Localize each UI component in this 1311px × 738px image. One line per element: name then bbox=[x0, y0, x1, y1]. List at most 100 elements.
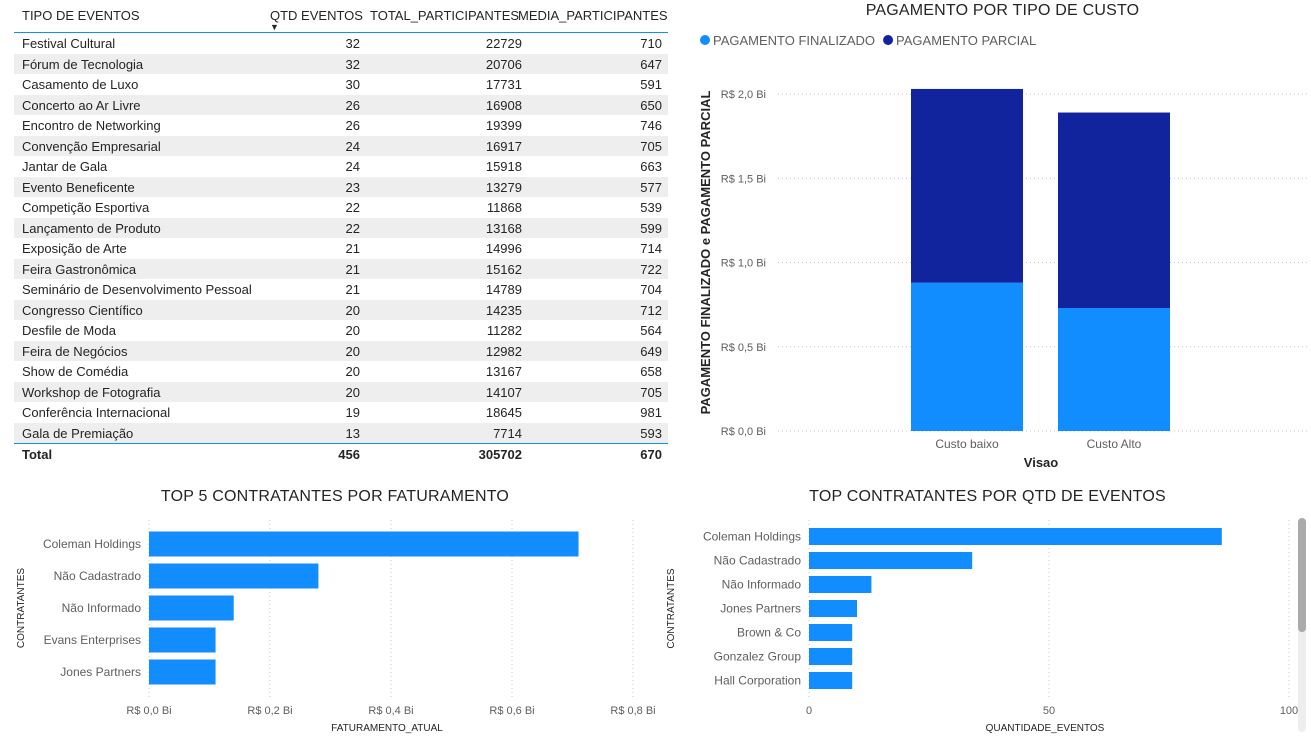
x-tick-label: 50 bbox=[1043, 705, 1055, 717]
bar-3 bbox=[809, 600, 857, 617]
table-row[interactable]: Desfile de Moda 20 11282 564 bbox=[14, 320, 668, 341]
y-tick-label: R$ 1,0 Bi bbox=[721, 258, 766, 270]
cell-tipo-evento: Seminário de Desenvolvimento Pessoal bbox=[22, 282, 252, 297]
bar-segment-1-1 bbox=[1058, 112, 1170, 308]
header-qtd-eventos[interactable]: QTD EVENTOS bbox=[270, 8, 363, 23]
x-tick-label: R$ 0,6 Bi bbox=[489, 705, 534, 717]
bar-6 bbox=[809, 672, 853, 689]
cell-total-participantes: 17731 bbox=[485, 77, 522, 92]
x-axis-title: FATURAMENTO_ATUAL bbox=[331, 723, 443, 734]
table-row[interactable]: Seminário de Desenvolvimento Pessoal 21 14… bbox=[14, 279, 668, 300]
cell-total-participantes: 18645 bbox=[485, 405, 522, 420]
table-row[interactable]: Encontro de Networking 26 19399 746 bbox=[14, 115, 668, 136]
table-row[interactable]: Evento Beneficente 23 13279 577 bbox=[14, 176, 668, 197]
y-tick-label: Jones Partners bbox=[60, 665, 141, 679]
cell-total-participantes: 15162 bbox=[485, 261, 522, 277]
legend-marker-0 bbox=[700, 35, 710, 45]
cell-tipo-evento: Encontro de Networking bbox=[22, 118, 161, 133]
x-tick-label: R$ 0,2 Bi bbox=[247, 705, 292, 717]
sort-descending-icon[interactable]: ▼ bbox=[270, 22, 279, 32]
cell-tipo-evento: Congresso Científico bbox=[22, 302, 143, 318]
bar-3 bbox=[149, 627, 216, 653]
table-row[interactable]: Conferência Internacional 19 18645 981 bbox=[14, 402, 668, 423]
table-row[interactable]: Feira de Negócios 20 12982 649 bbox=[14, 340, 668, 361]
cell-qtd-eventos: 24 bbox=[345, 138, 360, 154]
table-row[interactable]: Festival Cultural 32 22729 710 bbox=[14, 33, 668, 54]
table-row[interactable]: Concerto ao Ar Livre 26 16908 650 bbox=[14, 94, 668, 115]
header-total-participantes[interactable]: TOTAL_PARTICIPANTES bbox=[370, 8, 520, 23]
cell-media-participantes: 599 bbox=[640, 220, 662, 236]
cell-media-participantes: 564 bbox=[640, 323, 662, 338]
table-row[interactable]: Exposição de Arte 21 14996 714 bbox=[14, 238, 668, 259]
scrollbar-track[interactable] bbox=[1298, 518, 1306, 732]
table-row[interactable]: Gala de Premiação 13 7714 593 bbox=[14, 422, 668, 443]
stacked-column-chart: PAGAMENTO FINALIZADO PAGAMENTO PARCIAL R$ … bbox=[698, 33, 1308, 470]
bar-segment-0-1 bbox=[911, 88, 1023, 283]
cell-media-participantes: 539 bbox=[640, 200, 662, 215]
cell-total-participantes: 12982 bbox=[485, 343, 522, 359]
table-row[interactable]: Convenção Empresarial 24 16917 705 bbox=[14, 135, 668, 156]
bar-0 bbox=[809, 528, 1222, 545]
cell-tipo-evento: Lançamento de Produto bbox=[22, 220, 161, 236]
table-row[interactable]: Show de Comédia 20 13167 658 bbox=[14, 361, 668, 382]
cell-tipo-evento: Exposição de Arte bbox=[22, 241, 127, 256]
cell-media-participantes: 710 bbox=[640, 36, 662, 51]
cell-tipo-evento: Jantar de Gala bbox=[22, 159, 108, 174]
cell-qtd-eventos: 26 bbox=[345, 97, 360, 113]
x-tick-label: Custo baixo bbox=[935, 437, 999, 451]
cell-qtd-eventos: 32 bbox=[345, 56, 360, 72]
cell-media-participantes: 649 bbox=[640, 343, 662, 359]
y-tick-label: Não Informado bbox=[722, 578, 802, 592]
cell-media-participantes: 746 bbox=[640, 118, 662, 133]
table-row[interactable]: Competição Esportiva 22 11868 539 bbox=[14, 197, 668, 218]
y-tick-label: R$ 0,0 Bi bbox=[721, 426, 766, 438]
total-media-participantes: 670 bbox=[640, 447, 662, 462]
cell-total-participantes: 13279 bbox=[485, 179, 522, 195]
cell-media-participantes: 647 bbox=[640, 56, 662, 72]
qtd-eventos-bar-chart: 0 50 100 Coleman Holdings Não Cadastrado Não … bbox=[666, 520, 1298, 734]
legend-label-0: PAGAMENTO FINALIZADO bbox=[713, 33, 875, 48]
cell-total-participantes: 19399 bbox=[485, 118, 522, 133]
cell-tipo-evento: Evento Beneficente bbox=[22, 179, 135, 195]
cell-total-participantes: 13168 bbox=[485, 220, 522, 236]
table-row[interactable]: Jantar de Gala 24 15918 663 bbox=[14, 156, 668, 177]
y-tick-label: Não Informado bbox=[62, 601, 142, 615]
bar-segment-0-0 bbox=[911, 282, 1023, 431]
cell-qtd-eventos: 32 bbox=[345, 36, 360, 51]
cell-total-participantes: 11868 bbox=[486, 200, 522, 215]
cell-tipo-evento: Festival Cultural bbox=[22, 36, 116, 51]
cell-total-participantes: 16908 bbox=[485, 97, 522, 113]
cell-tipo-evento: Concerto ao Ar Livre bbox=[22, 97, 141, 113]
y-axis-title: PAGAMENTO FINALIZADO e PAGAMENTO PARCIAL bbox=[698, 91, 713, 415]
x-tick-label: R$ 0,0 Bi bbox=[126, 705, 171, 717]
y-tick-label: Hall Corporation bbox=[714, 674, 801, 688]
cell-total-participantes: 14996 bbox=[485, 241, 522, 256]
cell-media-participantes: 712 bbox=[640, 302, 662, 318]
table-row[interactable]: Congresso Científico 20 14235 712 bbox=[14, 299, 668, 320]
cell-total-participantes: 11282 bbox=[486, 323, 522, 338]
table-row[interactable]: Lançamento de Produto 22 13168 599 bbox=[14, 217, 668, 238]
bar-2 bbox=[149, 595, 234, 621]
header-media-participantes[interactable]: MEDIA_PARTICIPANTES bbox=[518, 8, 668, 23]
scrollbar-thumb[interactable] bbox=[1298, 518, 1306, 632]
total-row: Total 456 305702 670 bbox=[14, 444, 668, 465]
header-tipo-eventos[interactable]: TIPO DE EVENTOS bbox=[22, 8, 140, 23]
x-tick-label: 100 bbox=[1280, 705, 1298, 717]
cell-media-participantes: 722 bbox=[640, 261, 662, 277]
bar-1 bbox=[809, 552, 973, 569]
cell-qtd-eventos: 13 bbox=[345, 425, 360, 441]
y-tick-label: Coleman Holdings bbox=[43, 537, 141, 551]
cell-qtd-eventos: 20 bbox=[345, 364, 360, 379]
x-tick-label: Custo Alto bbox=[1087, 437, 1142, 451]
cell-media-participantes: 705 bbox=[640, 138, 662, 154]
y-tick-label: Evans Enterprises bbox=[44, 633, 141, 647]
y-tick-label: Jones Partners bbox=[720, 602, 801, 616]
table-row[interactable]: Feira Gastronômica 21 15162 722 bbox=[14, 258, 668, 279]
total-participantes: 305702 bbox=[478, 447, 522, 462]
table-row[interactable]: Workshop de Fotografia 20 14107 705 bbox=[14, 381, 668, 402]
y-tick-label: R$ 1,5 Bi bbox=[721, 173, 766, 185]
table-row[interactable]: Fórum de Tecnologia 32 20706 647 bbox=[14, 53, 668, 74]
cell-tipo-evento: Desfile de Moda bbox=[22, 323, 116, 338]
table-row[interactable]: Casamento de Luxo 30 17731 591 bbox=[14, 74, 668, 95]
cell-media-participantes: 658 bbox=[640, 364, 662, 379]
